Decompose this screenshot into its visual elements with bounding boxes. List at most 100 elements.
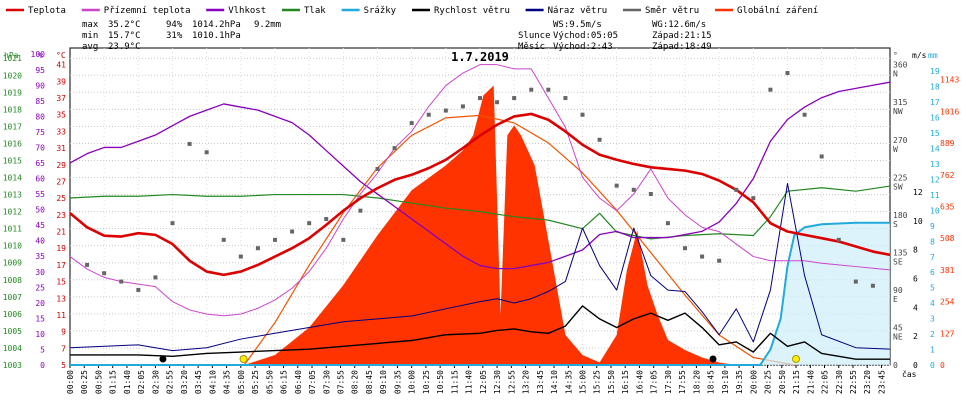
- time-tick-label: 23:45: [877, 370, 886, 394]
- wind-dir-point: [204, 150, 209, 155]
- time-tick-label: 12:05: [479, 370, 488, 394]
- tick-label-mm: 9: [930, 222, 935, 231]
- tick-label-mm: 19: [930, 67, 940, 76]
- tick-label-rad: 508: [940, 234, 955, 243]
- tick-label-temp: 5: [61, 361, 66, 370]
- tick-label-mm: 8: [930, 237, 935, 246]
- tick-label-ms: 0: [913, 361, 918, 370]
- time-tick-label: 17:05: [650, 370, 659, 394]
- wind-dir-point: [426, 112, 431, 117]
- tick-label-temp: 11: [56, 311, 66, 320]
- tick-label-mm: 18: [930, 83, 940, 92]
- tick-label-temp: 13: [56, 294, 66, 303]
- legend-entry: Globální záření: [737, 6, 818, 16]
- tick-label-pct: 25: [35, 283, 45, 292]
- time-tick-label: 01:40: [123, 370, 132, 394]
- wind-dir-point: [170, 221, 175, 226]
- time-tick-label: 15:50: [607, 370, 616, 394]
- wind-dir-point: [238, 254, 243, 259]
- moon-marker: [159, 355, 167, 363]
- wind-dir-point: [751, 196, 756, 201]
- tick-label-dir: 90: [893, 286, 903, 295]
- tick-label-pct: 0: [40, 361, 45, 370]
- tick-label-hpa: 1019: [3, 88, 22, 97]
- sun-marker: [239, 355, 248, 363]
- wind-dir-point: [119, 279, 124, 284]
- legend-entry: Náraz větru: [548, 6, 608, 16]
- tick-label-dir: 315: [893, 98, 908, 107]
- time-tick-label: 03:20: [180, 370, 189, 394]
- tick-label-temp: 25: [56, 194, 66, 203]
- tick-label-pct: 75: [35, 128, 45, 137]
- time-tick-label: 02:30: [151, 370, 160, 394]
- tick-label-dir-compass: E: [893, 295, 898, 304]
- tick-label-mm: 16: [930, 114, 940, 123]
- tick-label-mm: 12: [930, 175, 940, 184]
- wind-dir-point: [290, 229, 295, 234]
- wind-dir-point: [580, 112, 585, 117]
- tick-label-rad: 889: [940, 139, 955, 148]
- wind-dir-point: [512, 96, 517, 101]
- tick-label-hpa: 1020: [3, 71, 22, 80]
- time-tick-label: 15:00: [579, 370, 588, 394]
- axis-label-hpa: hPa: [4, 51, 19, 60]
- time-tick-label: 13:45: [536, 370, 545, 394]
- wind-gust-line: [69, 182, 891, 352]
- tick-label-mm: 15: [930, 129, 940, 138]
- time-tick-label: 00:25: [80, 370, 89, 394]
- tick-label-temp: 19: [56, 244, 66, 253]
- wind-dir-point: [529, 87, 534, 92]
- wind-dir-point: [768, 87, 773, 92]
- tick-label-pct: 65: [35, 159, 45, 168]
- tick-label-pct: 50: [35, 206, 45, 215]
- wind-dir-point: [409, 121, 414, 126]
- moon-marker: [709, 355, 717, 363]
- time-tick-label: 14:35: [564, 370, 573, 394]
- axis-label-temp: °C: [56, 51, 66, 60]
- tick-label-mm: 1: [930, 346, 935, 355]
- time-tick-label: 07:55: [336, 370, 345, 394]
- sun-label: Slunce: [518, 31, 551, 41]
- tick-label-pct: 85: [35, 97, 45, 106]
- legend-entry: Rychlost větru: [434, 6, 510, 16]
- tick-label-pct: 100: [31, 50, 46, 59]
- tick-label-mm: 10: [930, 206, 940, 215]
- wind-dir-point: [460, 104, 465, 109]
- tick-label-dir-compass: SE: [893, 257, 903, 266]
- time-tick-label: 19:10: [721, 370, 730, 394]
- wind-dir-point: [853, 279, 858, 284]
- moonrise-value: Východ:2:43: [553, 42, 613, 52]
- tick-label-pct: 70: [35, 143, 45, 152]
- tick-label-temp: 33: [56, 127, 66, 136]
- tick-label-dir-compass: N: [893, 70, 898, 79]
- temperature-line: [69, 112, 891, 277]
- tick-label-mm: 0: [930, 361, 935, 370]
- time-tick-label: 20:00: [749, 370, 758, 394]
- wind-dir-point: [631, 187, 636, 192]
- stat-value: 23.9°C: [108, 42, 141, 52]
- wind-dir-point: [648, 191, 653, 196]
- tick-label-dir-compass: S: [893, 220, 898, 229]
- radiation-area: [244, 85, 795, 365]
- tick-label-hpa: 1013: [3, 191, 22, 200]
- humidity-line: [69, 81, 891, 270]
- wind-dir-point: [392, 146, 397, 151]
- legend-entry: Přízemní teplota: [104, 6, 191, 16]
- tick-label-pct: 90: [35, 81, 45, 90]
- stat-value: 94%: [166, 20, 183, 30]
- time-tick-label: 12:55: [507, 370, 516, 394]
- wind-dir-point: [734, 187, 739, 192]
- tick-label-mm: 4: [930, 299, 935, 308]
- tick-label-hpa: 1008: [3, 276, 22, 285]
- time-tick-label: 00:50: [94, 370, 103, 394]
- time-tick-label: 10:25: [422, 370, 431, 394]
- time-tick-label: 18:20: [692, 370, 701, 394]
- wind-dir-point: [478, 96, 482, 101]
- time-tick-label: 15:25: [593, 370, 602, 394]
- time-tick-label: 12:30: [493, 370, 502, 394]
- time-tick-label: 20:50: [778, 370, 787, 394]
- stat-value: 15.7°C: [108, 31, 141, 41]
- clear-sky-line: [243, 114, 795, 366]
- tick-label-hpa: 1021: [3, 54, 22, 63]
